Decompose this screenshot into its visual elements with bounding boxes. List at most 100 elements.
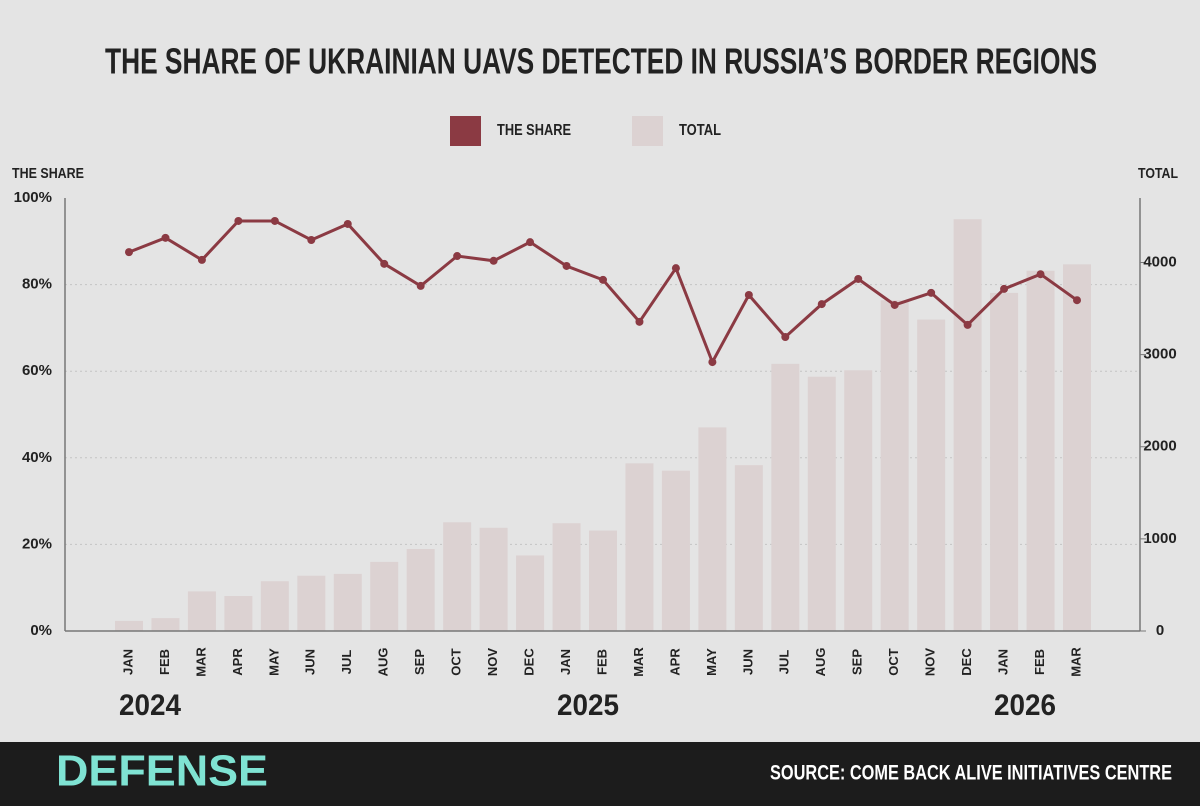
bar bbox=[698, 427, 727, 631]
x-tick-label: JUN bbox=[740, 649, 755, 675]
y2-tick-label: 0 bbox=[1156, 622, 1164, 639]
point bbox=[890, 300, 899, 309]
legend-label: THE SHARE bbox=[497, 122, 571, 139]
point bbox=[927, 288, 936, 297]
y-tick-label: 20% bbox=[22, 535, 52, 552]
bar bbox=[333, 573, 362, 631]
point bbox=[270, 216, 279, 225]
point bbox=[1073, 296, 1081, 305]
legend-swatch bbox=[632, 116, 663, 146]
point bbox=[197, 255, 206, 264]
x-tick-label: JAN bbox=[120, 649, 135, 675]
x-tick-label: AUG bbox=[376, 648, 391, 677]
x-tick-label: DEC bbox=[959, 648, 974, 676]
x-tick-label: JAN bbox=[996, 649, 1011, 675]
point bbox=[635, 317, 644, 326]
bar bbox=[443, 522, 472, 631]
x-tick-label: FEB bbox=[594, 649, 609, 675]
y-tick-label: 100% bbox=[14, 189, 52, 206]
year-label: 2024 bbox=[119, 689, 181, 722]
chart-title: THE SHARE OF UKRAINIAN UAVS DETECTED IN … bbox=[105, 41, 1097, 82]
point bbox=[781, 332, 790, 341]
bar bbox=[370, 561, 399, 631]
point bbox=[489, 256, 498, 265]
x-tick-label: MAR bbox=[193, 647, 208, 677]
bar bbox=[844, 370, 873, 631]
bar bbox=[479, 527, 508, 631]
point bbox=[708, 358, 717, 367]
bar bbox=[1063, 264, 1091, 631]
point bbox=[161, 233, 170, 242]
footer-bar bbox=[0, 742, 1200, 806]
y2-axis-label: TOTAL bbox=[1138, 165, 1178, 182]
x-tick-label: SEP bbox=[850, 649, 865, 675]
bar bbox=[260, 581, 289, 631]
x-tick-label: OCT bbox=[886, 648, 901, 676]
x-tick-label: MAY bbox=[704, 648, 719, 676]
x-tick-label: NOV bbox=[485, 648, 500, 677]
x-tick-label: FEB bbox=[157, 649, 172, 675]
point bbox=[1000, 284, 1009, 293]
x-tick-label: OCT bbox=[449, 648, 464, 676]
bar bbox=[516, 555, 545, 631]
year-label: 2025 bbox=[557, 689, 619, 722]
source: SOURCE: COME BACK ALIVE INITIATIVES CENT… bbox=[770, 762, 1172, 785]
point bbox=[307, 236, 316, 245]
bar bbox=[224, 595, 253, 631]
x-tick-label: AUG bbox=[813, 648, 828, 677]
y2-tick-label: 1000 bbox=[1143, 530, 1176, 547]
bar bbox=[807, 376, 836, 631]
x-tick-label: MAR bbox=[631, 647, 646, 677]
y-axis-label: THE SHARE bbox=[12, 165, 84, 182]
x-tick-label: SEP bbox=[412, 649, 427, 675]
point bbox=[562, 261, 571, 270]
bar bbox=[990, 292, 1019, 631]
bar bbox=[734, 465, 763, 631]
x-tick-label: JAN bbox=[558, 649, 573, 675]
y2-tick-label: 3000 bbox=[1143, 346, 1176, 363]
y2-tick-label: 2000 bbox=[1143, 438, 1176, 455]
bar bbox=[625, 463, 654, 631]
bar bbox=[661, 470, 690, 631]
bar bbox=[880, 300, 909, 631]
bar bbox=[115, 620, 143, 631]
point bbox=[380, 259, 389, 268]
point bbox=[744, 290, 753, 299]
point bbox=[671, 264, 680, 273]
x-tick-label: JUL bbox=[777, 650, 792, 675]
y-tick-label: 60% bbox=[22, 362, 52, 379]
x-tick-label: MAR bbox=[1068, 647, 1083, 677]
legend-label: TOTAL bbox=[679, 122, 721, 139]
bar bbox=[297, 575, 326, 631]
x-tick-label: JUL bbox=[339, 650, 354, 675]
x-tick-label: JUN bbox=[303, 649, 318, 675]
point bbox=[817, 300, 826, 309]
point bbox=[599, 275, 607, 284]
year-label: 2026 bbox=[994, 689, 1056, 722]
bar bbox=[406, 549, 435, 631]
legend-swatch bbox=[450, 116, 481, 146]
bar bbox=[151, 618, 180, 631]
point bbox=[526, 238, 535, 247]
y-tick-label: 40% bbox=[22, 449, 52, 466]
x-tick-label: APR bbox=[230, 648, 245, 676]
bar bbox=[552, 523, 581, 631]
point bbox=[416, 281, 425, 290]
y-tick-label: 0% bbox=[30, 622, 52, 639]
x-tick-label: DEC bbox=[522, 648, 537, 676]
bar bbox=[953, 219, 982, 631]
bar bbox=[771, 363, 800, 631]
x-tick-label: FEB bbox=[1032, 649, 1047, 675]
point bbox=[453, 252, 462, 261]
bar bbox=[187, 591, 216, 631]
point bbox=[854, 274, 863, 283]
x-tick-label: APR bbox=[667, 648, 682, 676]
point bbox=[234, 216, 243, 225]
bar bbox=[1026, 270, 1055, 631]
x-tick-label: MAY bbox=[266, 648, 281, 676]
bar bbox=[589, 530, 617, 631]
point bbox=[1036, 270, 1045, 279]
point bbox=[963, 320, 972, 329]
